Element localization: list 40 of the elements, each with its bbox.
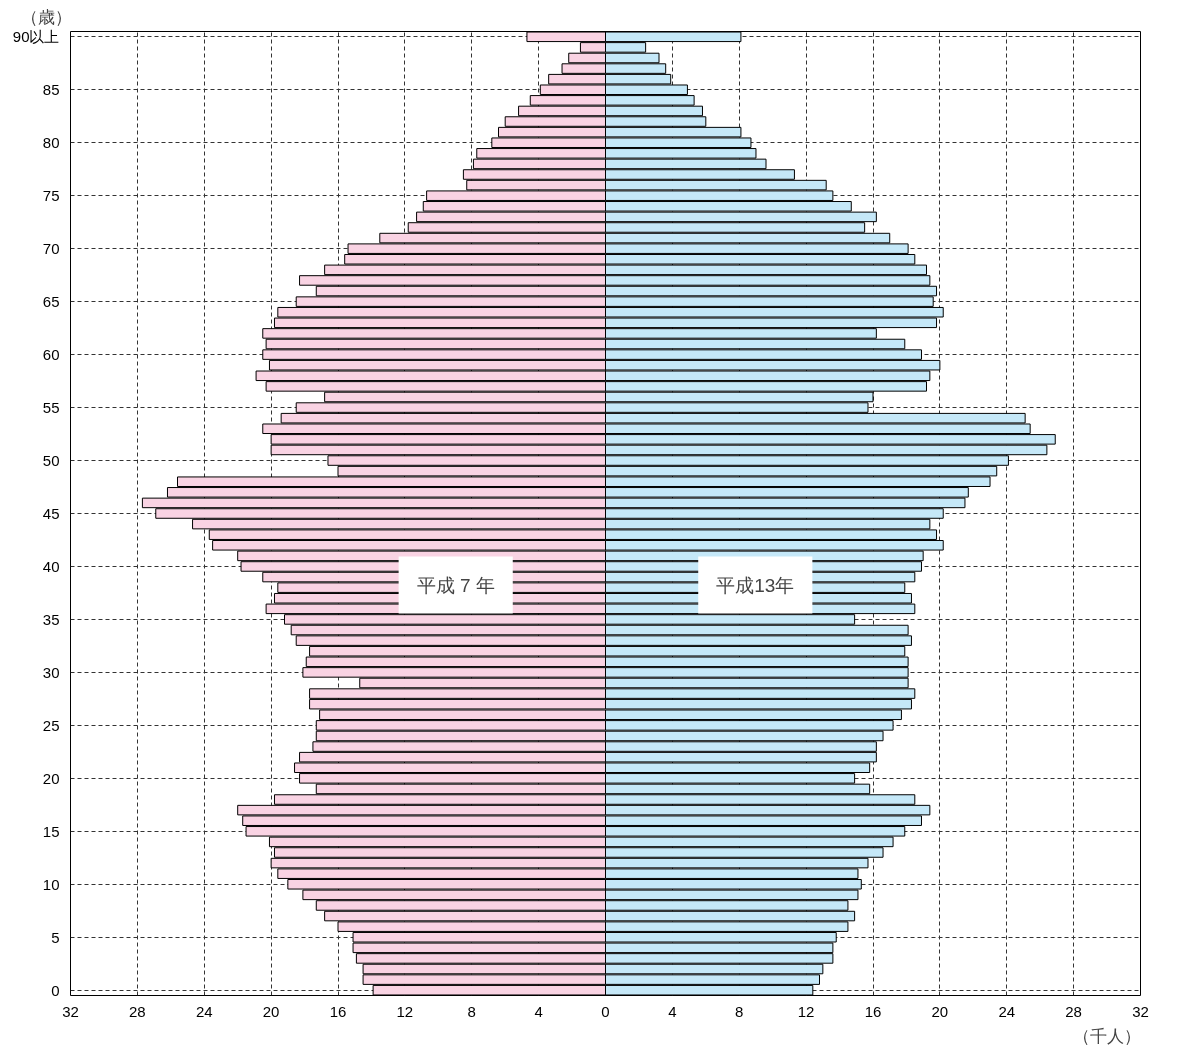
x-tick-label: 32 — [62, 1002, 79, 1020]
x-tick-label: 0 — [601, 1002, 610, 1020]
x-tick-label: 28 — [129, 1002, 146, 1020]
y-tick-label: 60 — [42, 346, 60, 364]
y-tick-label: 70 — [42, 240, 60, 258]
y-tick-label: 65 — [42, 293, 60, 311]
y-tick-label: 25 — [42, 716, 60, 734]
y-tick-label: 0 — [51, 981, 60, 999]
x-axis-title: （千人） — [1072, 1026, 1141, 1046]
x-tick-label: 20 — [262, 1002, 280, 1020]
x-tick-label: 24 — [195, 1002, 213, 1020]
x-tick-label: 4 — [534, 1002, 543, 1020]
y-axis-title: （歳） — [20, 7, 72, 27]
x-tick-label: 16 — [329, 1002, 347, 1020]
x-tick-label: 20 — [931, 1002, 949, 1020]
y-tick-label: 45 — [42, 505, 60, 522]
y-tick-label: 15 — [42, 822, 60, 840]
y-tick-label: 85 — [42, 81, 60, 99]
x-tick-label: 28 — [1065, 1002, 1082, 1020]
x-tick-label: 4 — [668, 1002, 677, 1020]
x-tick-label: 12 — [797, 1002, 815, 1020]
y-tick-label: 40 — [42, 557, 60, 575]
y-tick-label: 20 — [42, 769, 60, 787]
y-tick-label: 55 — [42, 399, 60, 417]
y-tick-label: 80 — [42, 134, 60, 152]
x-tick-label: 8 — [735, 1002, 744, 1020]
y-tick-label: 35 — [42, 610, 60, 628]
y-tick-label: 30 — [42, 663, 60, 681]
y-tick-label: 75 — [42, 187, 60, 205]
y-tick-label: 90以上 — [12, 28, 60, 46]
series-label: 平成 7 年 — [416, 574, 495, 596]
x-tick-label: 32 — [1132, 1002, 1149, 1020]
series-label: 平成13年 — [716, 574, 795, 596]
x-tick-label: 24 — [998, 1002, 1016, 1020]
x-tick-label: 12 — [396, 1002, 414, 1020]
y-tick-label: 10 — [42, 875, 60, 893]
y-tick-label: 50 — [42, 452, 60, 470]
x-tick-label: 8 — [467, 1002, 476, 1020]
y-tick-label: 5 — [51, 928, 60, 946]
x-tick-label: 16 — [864, 1002, 882, 1020]
